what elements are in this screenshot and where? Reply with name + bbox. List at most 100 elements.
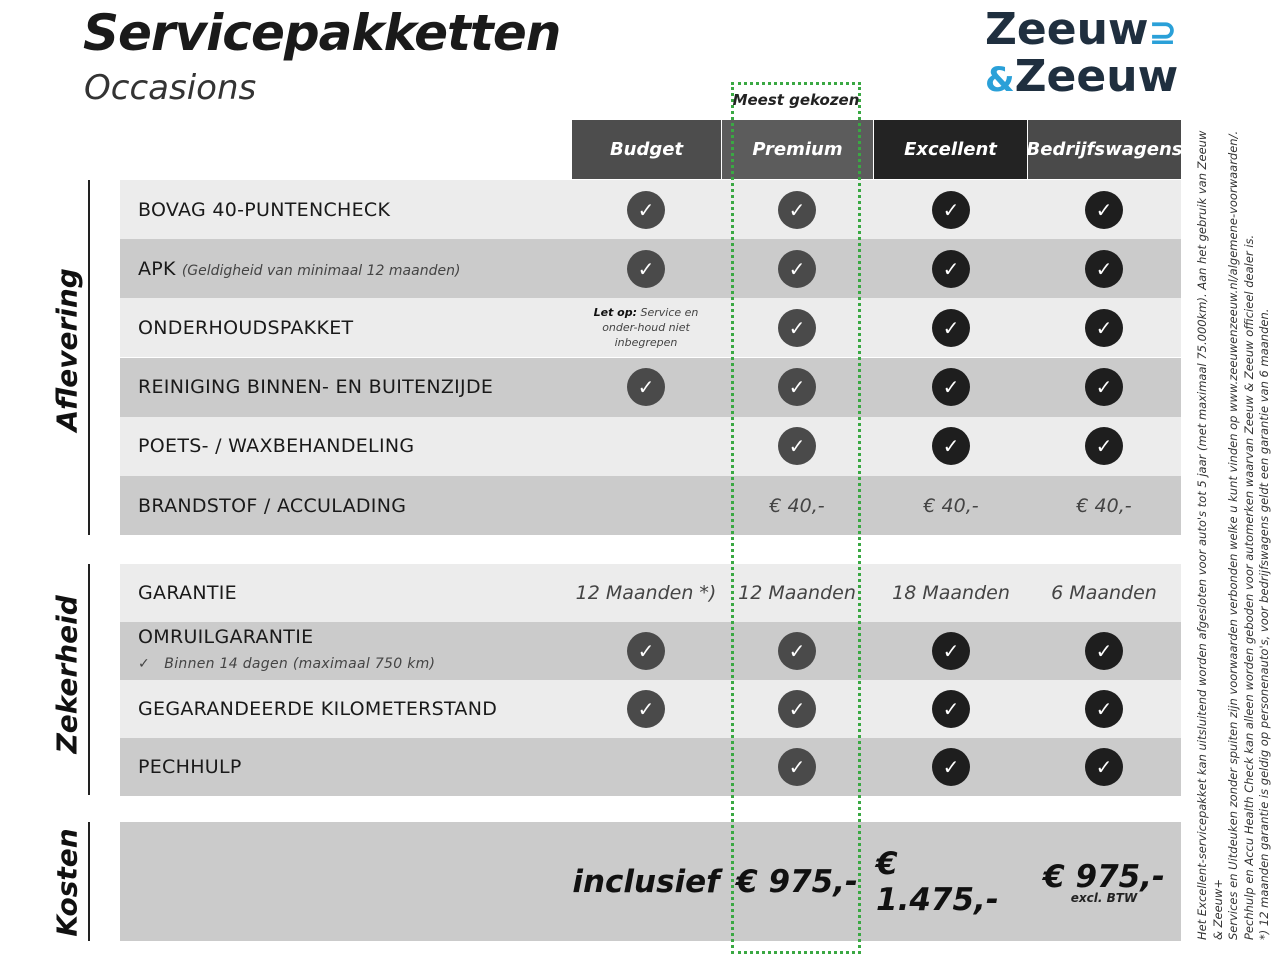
row-label-text: BRANDSTOF / ACCULADING bbox=[138, 494, 407, 517]
row-label: POETS- / WAXBEHANDELING bbox=[138, 435, 414, 457]
cell-budget: ✓ bbox=[571, 358, 721, 417]
cell-budget bbox=[571, 476, 721, 535]
cell-premium: ✓ bbox=[722, 298, 872, 357]
check-circle-icon: ✓ bbox=[627, 690, 665, 728]
cell-budget: 12 Maanden *) bbox=[571, 564, 721, 622]
row-label-text: GARANTIE bbox=[138, 582, 237, 604]
footnotes: Het Excellent-servicepakket kan uitsluit… bbox=[1195, 120, 1273, 940]
cell-premium: ✓ bbox=[722, 239, 872, 298]
cell-budget: Let op: Service en onder-houd niet inbeg… bbox=[571, 298, 721, 357]
cell-premium: ✓ bbox=[722, 358, 872, 417]
note-bold: Let op: bbox=[593, 306, 637, 320]
check-circle-icon: ✓ bbox=[627, 190, 665, 229]
row-label-text: ONDERHOUDSPAKKET bbox=[138, 316, 354, 339]
cell-value: € 40,- bbox=[1076, 494, 1132, 517]
cell-bedrijfswagens: ✓ bbox=[1029, 417, 1179, 476]
check-circle-icon: ✓ bbox=[1085, 690, 1123, 728]
footnote: *) 12 maanden garantie is geldig op pers… bbox=[1257, 308, 1271, 940]
table-row: inclusief € 975,- € 1.475,- € 975,- excl. BT… bbox=[120, 822, 1181, 941]
row-label: PECHHULP bbox=[138, 756, 242, 778]
check-circle-icon: ✓ bbox=[1085, 748, 1123, 786]
row-label-text: OMRUILGARANTIE bbox=[138, 626, 314, 648]
check-circle-icon: ✓ bbox=[932, 748, 970, 786]
cell-excellent: 18 Maanden bbox=[876, 564, 1026, 622]
column-header-premium: Premium bbox=[722, 120, 873, 179]
cell-budget: ✓ bbox=[571, 180, 721, 239]
most-chosen-highlight bbox=[731, 82, 861, 954]
check-circle-icon: ✓ bbox=[1085, 368, 1123, 407]
page-subtitle: Occasions bbox=[84, 68, 257, 108]
cell-value: 6 Maanden bbox=[1051, 582, 1157, 604]
cell-excellent: ✓ bbox=[876, 622, 1026, 680]
cell-bedrijfswagens: ✓ bbox=[1029, 358, 1179, 417]
column-header-bedrijfswagens: Bedrijfswagens bbox=[1027, 120, 1183, 179]
check-circle-icon: ✓ bbox=[1085, 249, 1123, 288]
cell-bedrijfswagens: ✓ bbox=[1029, 622, 1179, 680]
note-text: Service en onder-houd niet inbegrepen bbox=[602, 306, 699, 350]
cell-budget: ✓ bbox=[571, 680, 721, 738]
table-row: APK (Geldigheid van minimaal 12 maanden) ✓… bbox=[120, 239, 1181, 299]
check-circle-icon: ✓ bbox=[932, 190, 970, 229]
cell-premium: 12 Maanden bbox=[722, 564, 872, 622]
table-row: BRANDSTOF / ACCULADING € 40,- € 40,- € 40,- bbox=[120, 476, 1181, 535]
row-label-text: GEGARANDEERDE KILOMETERSTAND bbox=[138, 698, 498, 720]
cell-excellent: ✓ bbox=[876, 358, 1026, 417]
cell-excellent: ✓ bbox=[876, 417, 1026, 476]
row-label: BOVAG 40-PUNTENCHECK bbox=[138, 199, 390, 221]
cell-premium: ✓ bbox=[722, 417, 872, 476]
row-label-text: POETS- / WAXBEHANDELING bbox=[138, 435, 415, 458]
row-label-text: REINIGING BINNEN- EN BUITENZIJDE bbox=[138, 376, 494, 399]
cell-value: € 40,- bbox=[769, 494, 825, 517]
check-circle-icon: ✓ bbox=[778, 368, 816, 407]
cell-excellent: ✓ bbox=[876, 680, 1026, 738]
table-row: GARANTIE 12 Maanden *) 12 Maanden 18 Maande… bbox=[120, 564, 1181, 622]
cell-bedrijfswagens: € 975,- excl. BTW bbox=[1029, 822, 1179, 941]
checkmark-icon: ✓ bbox=[138, 656, 151, 672]
column-header-excellent: Excellent bbox=[874, 120, 1027, 179]
table-row: BOVAG 40-PUNTENCHECK ✓ ✓ ✓ ✓ bbox=[120, 180, 1181, 239]
budget-note: Let op: Service en onder-houd niet inbeg… bbox=[581, 305, 711, 350]
cell-excellent: € 40,- bbox=[876, 476, 1026, 535]
check-circle-icon: ✓ bbox=[778, 249, 816, 288]
cell-budget: ✓ bbox=[571, 622, 721, 680]
table-row: ONDERHOUDSPAKKET Let op: Service en onder… bbox=[120, 298, 1181, 358]
table-row: GEGARANDEERDE KILOMETERSTAND ✓ ✓ ✓ ✓ bbox=[120, 680, 1181, 738]
section-divider bbox=[88, 564, 90, 795]
footnote: Het Excellent-servicepakket kan uitsluit… bbox=[1195, 130, 1225, 940]
check-circle-icon: ✓ bbox=[932, 690, 970, 728]
cell-premium: ✓ bbox=[722, 680, 872, 738]
cell-budget bbox=[571, 738, 721, 796]
check-circle-icon: ✓ bbox=[778, 190, 816, 229]
cell-budget: inclusief bbox=[571, 822, 721, 941]
cell-value: € 975,- bbox=[1043, 858, 1165, 895]
cell-premium: € 40,- bbox=[722, 476, 872, 535]
cell-bedrijfswagens: ✓ bbox=[1029, 239, 1179, 298]
row-sub-text: Binnen 14 dagen (maximaal 750 km) bbox=[164, 656, 436, 672]
check-circle-icon: ✓ bbox=[932, 427, 970, 466]
cell-budget: ✓ bbox=[571, 239, 721, 298]
cell-excellent: ✓ bbox=[876, 239, 1026, 298]
cell-bedrijfswagens: ✓ bbox=[1029, 738, 1179, 796]
check-circle-icon: ✓ bbox=[778, 308, 816, 347]
footnote: Pechhulp en Accu Health Check kan alleen… bbox=[1241, 234, 1256, 940]
check-circle-icon: ✓ bbox=[1085, 632, 1123, 670]
row-label-text: BOVAG 40-PUNTENCHECK bbox=[138, 198, 391, 221]
cell-premium: € 975,- bbox=[722, 822, 872, 941]
cell-budget bbox=[571, 417, 721, 476]
row-label: REINIGING BINNEN- EN BUITENZIJDE bbox=[138, 376, 493, 398]
section-divider bbox=[88, 180, 90, 535]
row-label: OMRUILGARANTIE ✓ Binnen 14 dagen (maximaa… bbox=[138, 626, 435, 672]
cell-value: € 40,- bbox=[923, 494, 979, 517]
cell-premium: ✓ bbox=[722, 738, 872, 796]
cell-value: € 975,- bbox=[736, 863, 858, 900]
table-row: REINIGING BINNEN- EN BUITENZIJDE ✓ ✓ ✓ ✓ bbox=[120, 357, 1181, 417]
page-title: Servicepakketten bbox=[83, 4, 561, 62]
check-circle-icon: ✓ bbox=[932, 368, 970, 407]
cell-value: 18 Maanden bbox=[892, 582, 1010, 604]
check-circle-icon: ✓ bbox=[627, 632, 665, 670]
cell-value: inclusief bbox=[572, 863, 720, 900]
row-note: (Geldigheid van minimaal 12 maanden) bbox=[181, 262, 461, 279]
row-label: GEGARANDEERDE KILOMETERSTAND bbox=[138, 698, 497, 720]
row-label-text: APK bbox=[138, 257, 176, 280]
section-label-aflevering: Aflevering bbox=[50, 268, 84, 432]
